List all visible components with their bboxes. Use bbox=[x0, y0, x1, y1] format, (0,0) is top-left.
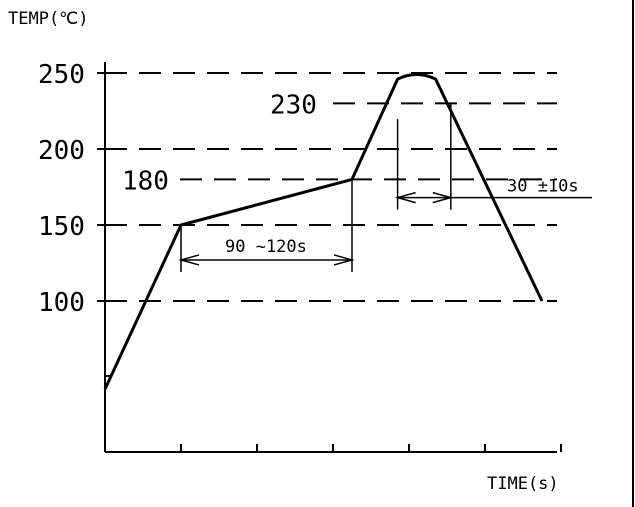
dim-arrow-left-1 bbox=[394, 191, 416, 204]
y-axis-title: TEMP(℃) bbox=[8, 9, 89, 29]
dim-arrow-left-0 bbox=[178, 254, 200, 266]
dim-arrow-right-0 bbox=[333, 254, 355, 266]
y-tick-label-150: 150 bbox=[38, 212, 85, 242]
ref-label-180: 180 bbox=[122, 166, 169, 196]
temperature-profile-line bbox=[103, 73, 544, 390]
ref-label-230: 230 bbox=[270, 90, 317, 120]
dim-label-1: 30 ±10s bbox=[507, 177, 579, 197]
y-tick-label-250: 250 bbox=[38, 60, 85, 90]
dim-label-0: 90 ~120s bbox=[225, 237, 307, 257]
y-tick-label-100: 100 bbox=[38, 288, 85, 318]
x-axis-title: TIME(s) bbox=[487, 474, 559, 494]
y-tick-label-200: 200 bbox=[38, 136, 85, 166]
